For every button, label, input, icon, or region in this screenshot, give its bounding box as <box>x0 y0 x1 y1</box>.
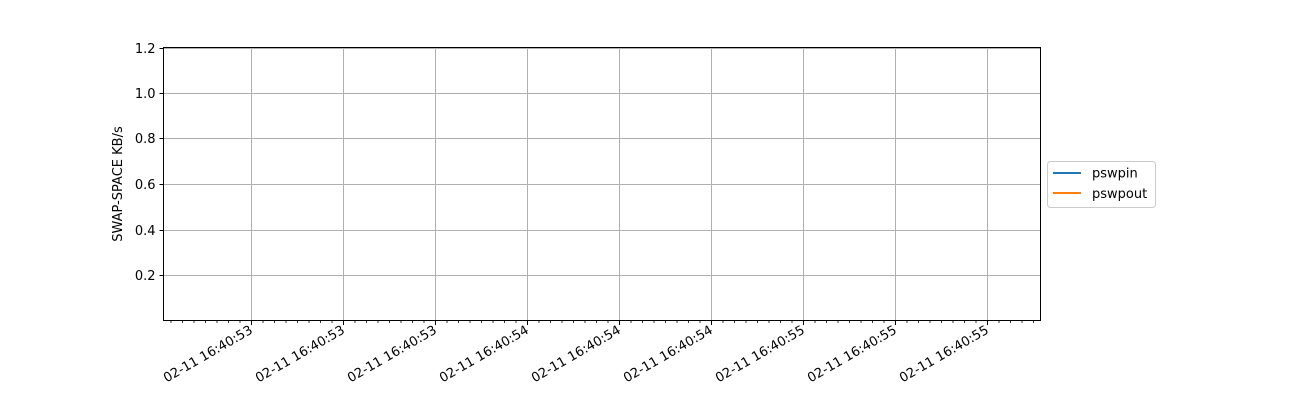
x-tick-label: 02-11 16:40:53 <box>161 323 255 386</box>
y-tick-label: 1.2 <box>135 42 156 57</box>
x-tick-label: 02-11 16:40:53 <box>345 323 439 386</box>
y-tick-label: 0.6 <box>135 178 156 193</box>
grid <box>163 47 1041 321</box>
x-tick-label: 02-11 16:40:55 <box>713 323 807 386</box>
y-tick-label: 0.4 <box>135 224 156 239</box>
x-tick-label: 02-11 16:40:54 <box>437 323 531 386</box>
y-axis-ticks: 0.2 0.4 0.6 0.8 1.0 1.2 <box>135 42 164 284</box>
x-tick-label: 02-11 16:40:55 <box>897 323 991 386</box>
x-tick-label: 02-11 16:40:54 <box>529 323 623 386</box>
x-tick-label: 02-11 16:40:53 <box>253 323 347 386</box>
x-tick-label: 02-11 16:40:54 <box>621 323 715 386</box>
legend: pswpin pswpout <box>1047 161 1156 208</box>
y-axis-label: SWAP-SPACE KB/s <box>111 126 126 242</box>
y-tick-label: 0.8 <box>135 132 156 147</box>
legend-label-pswpout: pswpout <box>1092 187 1147 202</box>
x-tick-label: 02-11 16:40:55 <box>805 323 899 386</box>
legend-label-pswpin: pswpin <box>1092 167 1138 182</box>
y-tick-label: 1.0 <box>135 87 156 102</box>
y-tick-label: 0.2 <box>135 269 156 284</box>
